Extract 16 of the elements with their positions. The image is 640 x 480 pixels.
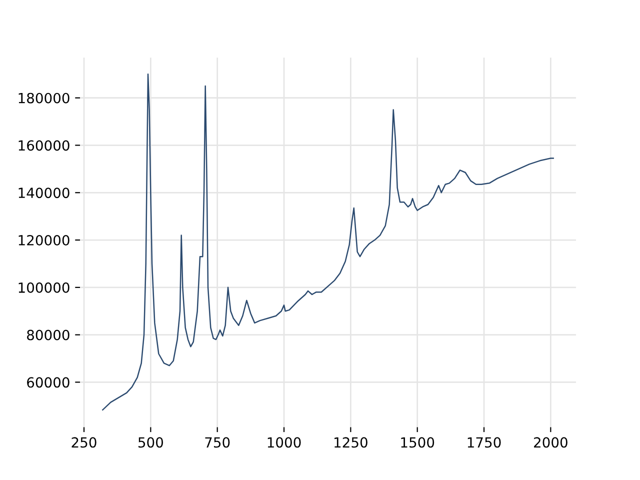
x-tick-label: 750 xyxy=(205,437,230,448)
y-tick-label: 140000 xyxy=(18,188,70,198)
x-tick-label: 1750 xyxy=(468,437,501,448)
y-tick-label: 120000 xyxy=(18,235,70,246)
y-tick-label: 60000 xyxy=(27,377,70,388)
y-tick-label: 160000 xyxy=(18,140,70,151)
x-tick-label: 500 xyxy=(138,437,163,448)
x-tick-label: 1250 xyxy=(334,437,368,448)
x-tick-label: 2000 xyxy=(534,437,568,448)
x-tick-label: 250 xyxy=(72,437,96,448)
line-series xyxy=(102,74,554,411)
y-tick-label: 100000 xyxy=(18,282,70,293)
x-tick-label: 1500 xyxy=(401,437,434,448)
x-tick-label: 1000 xyxy=(268,437,301,448)
y-tick-label: 180000 xyxy=(18,92,70,104)
y-tick-label: 80000 xyxy=(27,330,70,340)
